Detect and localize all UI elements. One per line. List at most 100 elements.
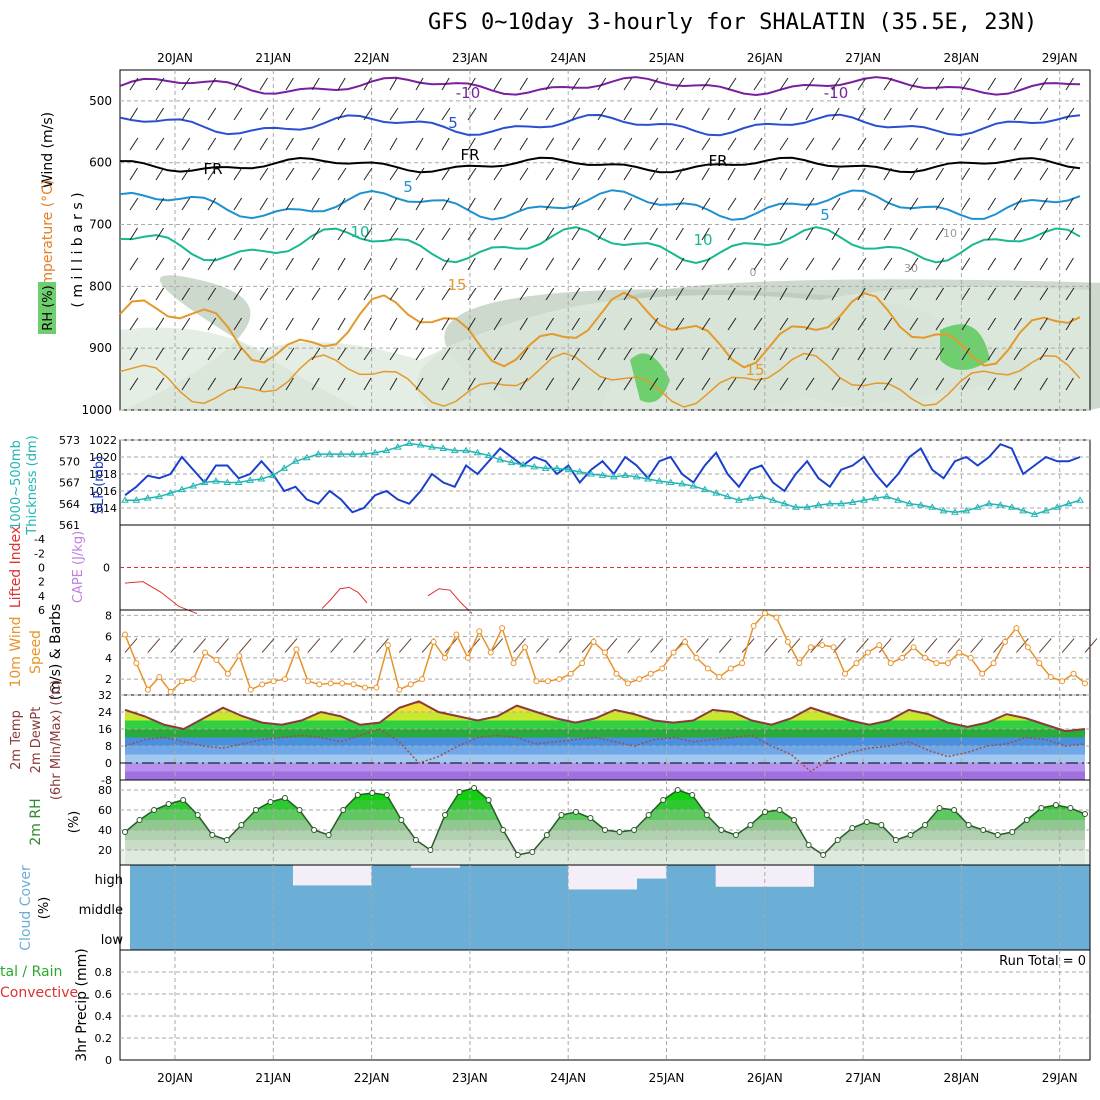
upper-wind-barb — [623, 227, 633, 241]
wind10-speed-marker — [716, 673, 723, 680]
upper-wind-barb — [519, 317, 528, 331]
wind10-barb — [490, 638, 504, 653]
wind10-speed-marker — [167, 688, 174, 695]
upper-wind-barb — [909, 227, 918, 241]
upper-wind-barb — [883, 107, 892, 121]
upper-wind-barb — [337, 287, 347, 301]
upper-wind-barb — [1013, 167, 1023, 181]
bottom-date-label: 23JAN — [452, 1071, 488, 1085]
upper-wind-barb — [1013, 317, 1023, 331]
rh-marker — [354, 792, 361, 798]
upper-wind-barb — [961, 317, 971, 331]
upper-wind-barb — [935, 347, 945, 361]
upper-wind-barb — [1065, 227, 1075, 241]
upper-wind-barb — [519, 377, 528, 391]
thickness-marker — [416, 440, 425, 448]
rh-marker — [151, 807, 158, 813]
upper-wind-barb — [1065, 167, 1075, 181]
upper-wind-barb — [181, 227, 191, 241]
high-cloud-bar — [410, 865, 461, 868]
upper-wind-barb — [155, 227, 165, 241]
rh-marker — [980, 827, 987, 833]
upper-wind-barb — [727, 227, 736, 241]
upper-wind-barb — [597, 167, 607, 181]
wind10-speed-marker — [362, 684, 368, 691]
upper-wind-barb — [675, 317, 685, 331]
thickness-marker — [166, 489, 175, 496]
temp-band — [125, 701, 1085, 704]
thickness-marker — [1053, 503, 1062, 510]
thickness-marker — [359, 450, 368, 457]
thickness-marker — [791, 503, 800, 510]
wind10-speed-marker — [327, 680, 334, 687]
temp-band — [125, 703, 1085, 712]
upper-wind-barb — [1065, 317, 1074, 331]
upper-wind-barb — [389, 77, 398, 91]
rh-marker — [878, 822, 885, 828]
upper-wind-barb — [909, 257, 919, 271]
thickness-marker — [530, 462, 539, 470]
upper-wind-barb — [831, 227, 840, 241]
upper-wind-barb — [571, 287, 581, 301]
slp-tick-label: 1022 — [89, 434, 117, 447]
upper-wind-barb — [883, 377, 893, 391]
thickness-marker — [735, 496, 743, 503]
upper-wind-barb — [701, 377, 711, 391]
upper-wind-barb — [1039, 287, 1049, 301]
thickness-marker — [393, 443, 402, 450]
thickness-tick-label: 570 — [59, 455, 80, 468]
top-date-label: 22JAN — [354, 51, 390, 65]
upper-wind-barb — [1039, 317, 1048, 331]
upper-wind-barb — [649, 377, 659, 391]
upper-wind-barb — [571, 347, 581, 361]
wind10-speed-marker — [144, 686, 151, 693]
upper-wind-barb — [753, 137, 763, 151]
thickness-axis-label: 1000~500mb — [9, 440, 24, 530]
rh-marker — [572, 809, 579, 815]
upper-wind-barb — [129, 137, 139, 151]
thickness-marker — [916, 501, 925, 508]
upper-wind-barb — [259, 197, 268, 211]
rh-marker — [136, 817, 143, 823]
precip-tick-label: 0.4 — [95, 1010, 113, 1023]
upper-wind-barb — [363, 287, 373, 301]
upper-wind-barb — [1013, 227, 1023, 241]
upper-wind-barb — [311, 107, 321, 121]
upper-wind-barb — [285, 377, 294, 391]
upper-wind-barb — [233, 257, 243, 271]
upper-wind-barb — [441, 317, 450, 331]
li-tick-label: 4 — [38, 590, 45, 603]
rh-marker — [689, 792, 696, 798]
upper-wind-barb — [597, 317, 607, 331]
upper-wind-barb — [571, 167, 581, 181]
wind10-speed-marker — [224, 670, 231, 677]
upper-wind-barb — [233, 287, 243, 301]
rh-marker — [369, 790, 376, 796]
contour-label: 15 — [447, 276, 466, 294]
upper-wind-barb — [155, 167, 165, 181]
upper-wind-barb — [493, 227, 503, 241]
wind10-speed-marker — [373, 684, 380, 691]
upper-wind-barb — [493, 197, 502, 211]
upper-wind-barb — [883, 77, 893, 91]
upper-wind-barb — [155, 77, 165, 91]
upper-wind-barb — [519, 347, 529, 361]
rh-band — [125, 810, 1085, 820]
upper-wind-barb — [1039, 257, 1048, 271]
wind10-speed-marker — [133, 660, 140, 667]
upper-wind-barb — [207, 197, 217, 211]
upper-wind-barb — [181, 347, 191, 361]
upper-wind-barb — [207, 137, 217, 151]
upper-wind-barb — [909, 287, 918, 301]
wind10-barb — [878, 638, 892, 653]
rh-marker — [180, 797, 187, 803]
rh-axis-label: RH (%) — [41, 285, 56, 330]
wind10-speed-marker — [956, 649, 963, 656]
wind10-speed-marker — [510, 660, 517, 667]
rh-marker — [674, 787, 681, 793]
wind10-speed-marker — [579, 660, 586, 667]
isotherm-minus10 — [119, 76, 1081, 97]
upper-wind-barb — [311, 257, 320, 271]
upper-wind-barb — [519, 287, 529, 301]
upper-wind-barb — [649, 347, 658, 361]
